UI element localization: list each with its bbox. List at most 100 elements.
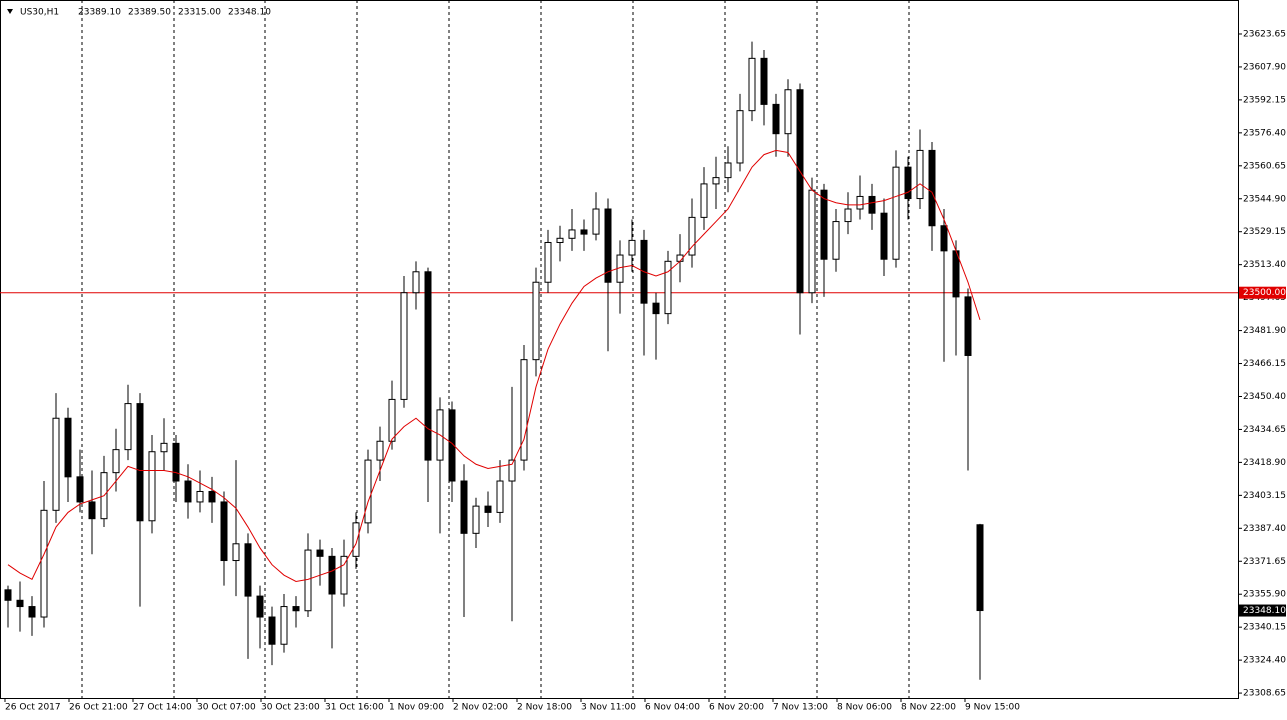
candle-body — [508, 459, 516, 482]
candle-body — [244, 543, 252, 597]
x-tick-label: 8 Nov 22:00 — [901, 703, 956, 713]
candle-body — [520, 359, 528, 461]
y-tick-label: 23418.90 — [1243, 458, 1286, 468]
candle-body — [16, 599, 24, 608]
x-tick-label: 30 Oct 23:00 — [261, 703, 320, 713]
candle-body — [460, 480, 468, 534]
candle-body — [316, 549, 324, 557]
candle-body — [256, 595, 264, 618]
x-tick-label: 9 Nov 15:00 — [965, 703, 1020, 713]
level-label: 23500.00 — [1243, 288, 1286, 298]
candle-body — [820, 189, 828, 260]
candle-body — [844, 208, 852, 223]
candle-body — [496, 480, 504, 513]
x-tick-label: 31 Oct 16:00 — [325, 703, 384, 713]
candle-body — [484, 505, 492, 513]
symbol: US30,H1 — [20, 8, 59, 18]
period-separators — [81, 0, 910, 698]
x-tick-label: 6 Nov 04:00 — [645, 703, 700, 713]
candle-body — [532, 281, 540, 361]
candle-body — [64, 417, 72, 478]
y-tick-label: 23529.15 — [1243, 227, 1286, 237]
candle-body — [28, 606, 36, 618]
candle-body — [292, 606, 300, 612]
candle-body — [664, 260, 672, 315]
x-tick-label: 6 Nov 20:00 — [709, 703, 764, 713]
candle-body — [328, 555, 336, 595]
x-tick-label: 2 Nov 18:00 — [517, 703, 572, 713]
candle-body — [604, 208, 612, 283]
x-tick-label: 30 Oct 07:00 — [197, 703, 256, 713]
candle-body — [148, 451, 156, 522]
y-tick-label: 23481.90 — [1243, 326, 1286, 336]
candle-body — [580, 229, 588, 235]
candle-body — [628, 239, 636, 256]
candle-body — [184, 480, 192, 503]
candle-body — [208, 490, 216, 503]
candle-body — [364, 459, 372, 524]
candle-body — [952, 250, 960, 298]
candle-body — [976, 524, 984, 612]
y-tick-label: 23607.90 — [1243, 62, 1286, 72]
y-tick-label: 23387.40 — [1243, 524, 1286, 534]
y-tick-label: 23623.65 — [1243, 29, 1286, 39]
candle-body — [808, 189, 816, 294]
candle-body — [232, 543, 240, 562]
candle-body — [796, 89, 804, 294]
candle-body — [724, 162, 732, 179]
y-tick-label: 23466.15 — [1243, 359, 1286, 369]
candle-body — [592, 208, 600, 235]
x-tick-label: 7 Nov 13:00 — [773, 703, 828, 713]
candle-body — [904, 166, 912, 200]
level-label-box — [1239, 286, 1286, 299]
candle-body — [76, 476, 84, 503]
candle-body — [688, 216, 696, 256]
candle-body — [940, 225, 948, 252]
candle-body — [856, 195, 864, 210]
candle-body — [160, 442, 168, 453]
candle-body — [4, 589, 12, 601]
candle-body — [784, 89, 792, 135]
candle-body — [544, 241, 552, 283]
candle-body — [916, 149, 924, 200]
candle-body — [556, 237, 564, 243]
candle-body — [760, 57, 768, 105]
candle-body — [40, 509, 48, 618]
candle-body — [136, 403, 144, 522]
candle-body — [172, 442, 180, 482]
candle-body — [268, 616, 276, 645]
candle-body — [880, 212, 888, 260]
y-tick-label: 23450.40 — [1243, 392, 1286, 402]
candle-body — [304, 549, 312, 612]
y-tick-label: 23434.65 — [1243, 425, 1286, 435]
candle-body — [712, 177, 720, 185]
y-tick-label: 23513.40 — [1243, 260, 1286, 270]
candle-body — [52, 417, 60, 511]
candle-body — [772, 103, 780, 135]
x-tick-label: 8 Nov 06:00 — [837, 703, 892, 713]
candle-body — [88, 501, 96, 520]
candle-body — [424, 271, 432, 461]
candle-body — [388, 398, 396, 442]
candle-body — [220, 501, 228, 562]
candle-body — [832, 221, 840, 260]
candle-body — [868, 195, 876, 214]
candle-body — [964, 296, 972, 356]
y-tick-label: 23592.15 — [1243, 95, 1286, 105]
low: 23315.00 — [178, 8, 221, 18]
close: 23348.10 — [228, 8, 271, 18]
candle-body — [412, 271, 420, 294]
candle-body — [376, 440, 384, 461]
candle-body — [472, 505, 480, 534]
x-tick-label: 26 Oct 21:00 — [69, 703, 128, 713]
candle-body — [400, 292, 408, 400]
candle-body — [124, 403, 132, 451]
candle-body — [736, 110, 744, 164]
x-tick-label: 26 Oct 2017 — [5, 703, 61, 713]
candle-body — [700, 183, 708, 218]
candle-body — [352, 522, 360, 557]
y-tick-label: 23340.15 — [1243, 623, 1286, 633]
high: 23389.50 — [128, 8, 171, 18]
